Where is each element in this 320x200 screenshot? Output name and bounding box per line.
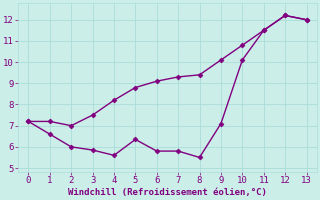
X-axis label: Windchill (Refroidissement éolien,°C): Windchill (Refroidissement éolien,°C) <box>68 188 267 197</box>
